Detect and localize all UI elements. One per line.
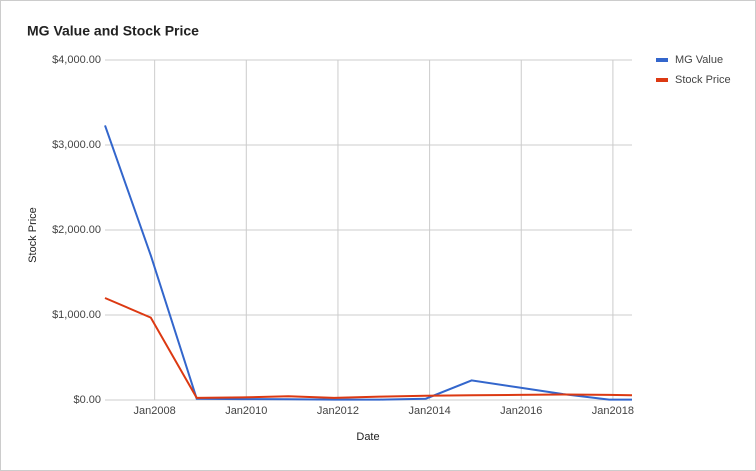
y-tick-label: $2,000.00 <box>52 224 101 236</box>
legend-label: Stock Price <box>675 74 731 86</box>
x-tick-label: Jan2018 <box>592 405 634 417</box>
y-tick-label: $3,000.00 <box>52 139 101 151</box>
x-tick-label: Jan2008 <box>134 405 176 417</box>
x-tick-label: Jan2014 <box>408 405 450 417</box>
x-tick-label: Jan2012 <box>317 405 359 417</box>
y-tick-label: $0.00 <box>73 394 101 406</box>
series-line <box>104 297 633 399</box>
x-tick-label: Jan2016 <box>500 405 542 417</box>
x-tick-label: Jan2010 <box>225 405 267 417</box>
y-tick-label: $4,000.00 <box>52 54 101 66</box>
y-axis-label: Stock Price <box>27 207 39 263</box>
x-axis-label: Date <box>356 431 379 443</box>
chart-title: MG Value and Stock Price <box>27 23 199 39</box>
legend-label: MG Value <box>675 54 723 66</box>
y-tick-label: $1,000.00 <box>52 309 101 321</box>
